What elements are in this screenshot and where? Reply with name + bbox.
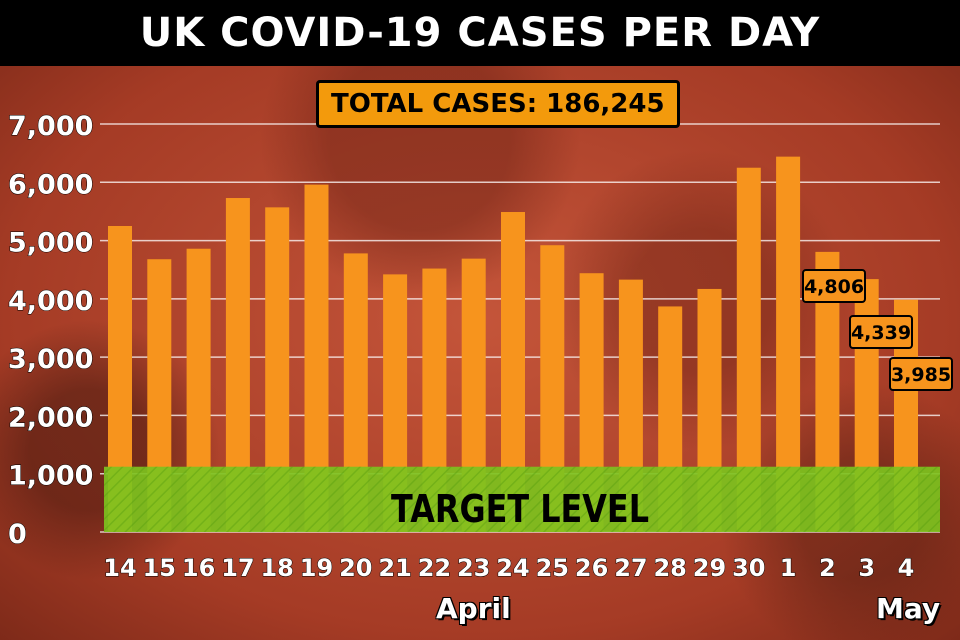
x-tick-label: 16 [182, 554, 215, 582]
y-tick-label: 7,000 [8, 111, 93, 142]
x-tick-label: 2 [819, 554, 836, 582]
chart-title: UK COVID-19 CASES PER DAY [139, 10, 821, 56]
x-tick-label: 28 [653, 554, 686, 582]
total-cases-badge: TOTAL CASES: 186,245 [316, 80, 680, 128]
y-tick-label: 3,000 [8, 344, 93, 375]
x-tick-label: 19 [300, 554, 333, 582]
x-tick-label: 26 [575, 554, 608, 582]
x-tick-label: 24 [496, 554, 529, 582]
y-tick-label: 1,000 [8, 461, 93, 492]
y-tick-label: 0 [8, 519, 27, 550]
y-tick-label: 6,000 [8, 169, 93, 200]
x-tick-label: 3 [858, 554, 875, 582]
x-tick-label: 21 [378, 554, 411, 582]
x-tick-label: 18 [260, 554, 293, 582]
x-tick-label: 20 [339, 554, 372, 582]
x-tick-label: 23 [457, 554, 490, 582]
x-tick-label: 29 [693, 554, 726, 582]
data-label: 4,806 [804, 276, 864, 298]
data-label: 3,985 [891, 364, 951, 386]
total-cases-label: TOTAL CASES: 186,245 [331, 89, 665, 119]
x-tick-label: 30 [732, 554, 765, 582]
x-tick-label: 1 [780, 554, 797, 582]
x-tick-label: 25 [536, 554, 569, 582]
x-tick-label: 15 [143, 554, 176, 582]
x-tick-label: 27 [614, 554, 647, 582]
y-tick-label: 2,000 [8, 402, 93, 433]
data-label: 4,339 [851, 322, 911, 344]
target-band-hatch [104, 466, 940, 532]
title-bar: UK COVID-19 CASES PER DAY [0, 0, 960, 66]
x-tick-label: 4 [898, 554, 915, 582]
month-label-may: May [876, 592, 941, 625]
data-label-box [802, 269, 866, 303]
y-tick-label: 4,000 [8, 286, 93, 317]
month-label-april: April [436, 592, 511, 625]
x-tick-label: 17 [221, 554, 254, 582]
data-label-box [889, 357, 953, 391]
y-tick-label: 5,000 [8, 228, 93, 259]
target-level-label: TARGET LEVEL [391, 487, 649, 531]
x-tick-label: 14 [103, 554, 136, 582]
x-tick-label: 22 [418, 554, 451, 582]
data-label-box [849, 315, 913, 349]
